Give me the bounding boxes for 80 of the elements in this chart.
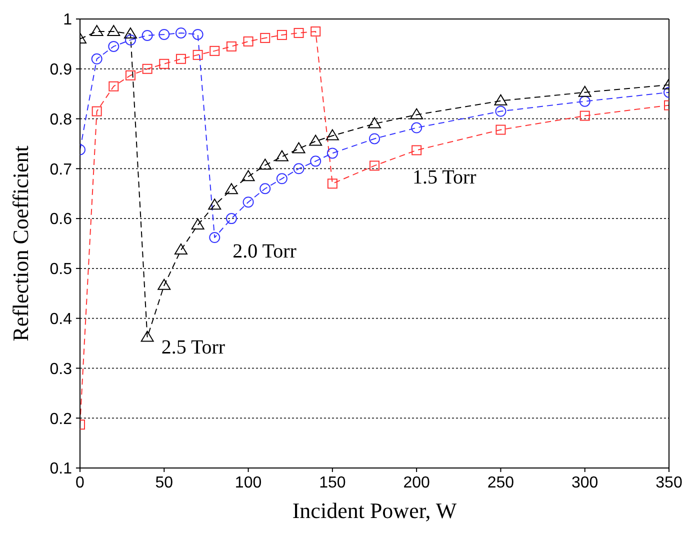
point [192,50,203,60]
point [226,41,236,52]
point [370,160,380,171]
y-tick-label: 0.2 [50,410,72,428]
point [243,36,254,46]
point [410,108,424,120]
y-tick-label: 1 [63,12,72,29]
point [258,158,272,170]
series-label: 2.0 Torr [232,240,297,263]
point [260,183,271,194]
x-tick-label: 100 [234,474,262,492]
point [242,170,255,182]
point [242,196,254,208]
y-tick-label: 0.7 [50,161,72,178]
point [326,129,339,140]
point [142,30,153,41]
point [327,178,338,189]
point [90,24,104,36]
point [292,142,306,154]
x-tick-label: 300 [572,474,598,492]
y-tick-label: 0.4 [50,311,72,328]
x-tick-label: 200 [403,474,430,492]
y-tick-label: 0.8 [50,111,72,128]
x-axis-title: Incident Power, W [292,498,457,523]
point [310,26,321,36]
y-tick-label: 0.6 [50,211,72,228]
point [91,53,102,64]
x-tick-label: 50 [155,474,174,492]
y-tick-label: 0.9 [50,62,72,79]
point [158,278,171,290]
point [226,213,237,224]
point [294,28,304,38]
point [293,163,304,174]
point [107,24,120,36]
point [368,117,381,128]
point [578,86,592,97]
point [176,54,186,64]
y-axis-title: Reflection Coefficient [8,146,33,342]
point [224,183,238,194]
point [124,34,136,46]
point [580,110,590,121]
y-tick-label: 0.5 [50,261,72,278]
point [495,106,506,117]
point [276,173,288,184]
point [140,330,154,342]
point [494,94,508,106]
point [108,81,119,92]
point [209,232,220,244]
point [309,134,322,146]
x-tick-label: 0 [76,474,85,492]
point [158,28,170,40]
y-tick-label: 0.1 [50,460,72,478]
point [174,243,188,254]
point [326,148,338,159]
point [208,198,222,210]
point [310,156,322,167]
point [92,106,102,116]
x-tick-label: 350 [656,474,682,492]
point [412,145,422,156]
series-label: 2.5 Torr [161,336,226,358]
point [192,28,204,40]
point [175,27,186,38]
series-label: 1.5 Torr [412,166,477,189]
point [579,96,590,107]
point [108,40,120,52]
point [276,30,287,40]
point [496,124,506,135]
point [142,64,152,74]
x-tick-label: 250 [487,474,514,492]
point [411,122,422,134]
point [369,133,380,144]
point [260,32,270,43]
point [125,70,136,80]
point [191,218,204,230]
point [210,46,220,56]
x-tick-label: 150 [319,474,346,492]
y-tick-label: 0.3 [50,360,72,378]
point [275,150,288,162]
point [159,58,170,69]
point [124,27,137,38]
